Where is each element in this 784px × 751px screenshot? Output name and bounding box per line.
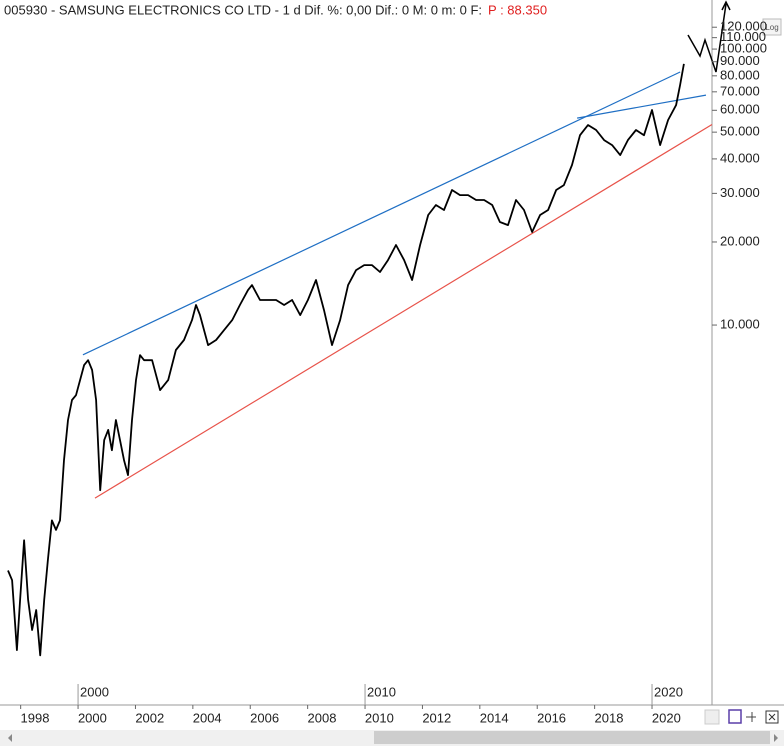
y-tick-label: 40.000 — [720, 150, 760, 165]
scrollbar-thumb[interactable] — [374, 731, 770, 744]
tool-icon[interactable] — [704, 709, 720, 725]
log-button[interactable] — [762, 18, 782, 36]
pin-icon[interactable] — [746, 712, 756, 722]
decade-label: 2000 — [80, 684, 109, 699]
scroll-right[interactable] — [774, 734, 778, 742]
y-tick-label: 120.000 — [720, 19, 767, 34]
projection-arrow — [687, 3, 727, 73]
y-tick-label: 50.000 — [720, 124, 760, 139]
price-line — [7, 63, 685, 657]
x-tick-label: 2002 — [135, 710, 164, 725]
decade-label: 2020 — [654, 684, 683, 699]
y-tick-label: 110.000 — [720, 29, 766, 44]
header-title: 005930 - SAMSUNG ELECTRONICS CO LTD - 1 … — [4, 2, 482, 17]
header-bg — [0, 0, 560, 20]
y-tick-label: 80.000 — [720, 67, 760, 82]
trend-line — [82, 71, 681, 356]
close-icon[interactable] — [765, 710, 779, 724]
x-tick-label: 1998 — [21, 710, 50, 725]
y-tick-label: 20.000 — [720, 233, 760, 248]
price-label: P : 88.350 — [488, 2, 547, 17]
x-tick-label: 2018 — [595, 710, 624, 725]
x-tick-label: 2010 — [365, 710, 394, 725]
save-icon[interactable] — [728, 709, 742, 724]
y-tick-label: 30.000 — [720, 185, 760, 200]
decade-label: 2010 — [367, 684, 396, 699]
arrow-head — [721, 0, 731, 11]
x-tick-label: 2008 — [308, 710, 337, 725]
x-tick-label: 2012 — [422, 710, 451, 725]
trend-line — [577, 94, 707, 119]
close-x — [768, 713, 776, 721]
y-tick-label: 90.000 — [720, 53, 760, 68]
x-tick-label: 2020 — [652, 710, 681, 725]
trend-line — [94, 123, 713, 499]
x-tick-label: 2004 — [193, 710, 222, 725]
x-tick-label: 2000 — [78, 710, 107, 725]
y-tick-label: 10.000 — [720, 316, 760, 331]
log-button-label[interactable]: Log — [765, 23, 778, 32]
y-tick-label: 100.000 — [720, 41, 767, 56]
scroll-left[interactable] — [8, 734, 12, 742]
y-tick-label: 60.000 — [720, 102, 760, 117]
x-tick-label: 2014 — [480, 710, 509, 725]
plot-area — [7, 63, 713, 657]
x-tick-label: 2006 — [250, 710, 279, 725]
x-tick-label: 2016 — [537, 710, 566, 725]
y-tick-label: 70.000 — [720, 83, 760, 98]
